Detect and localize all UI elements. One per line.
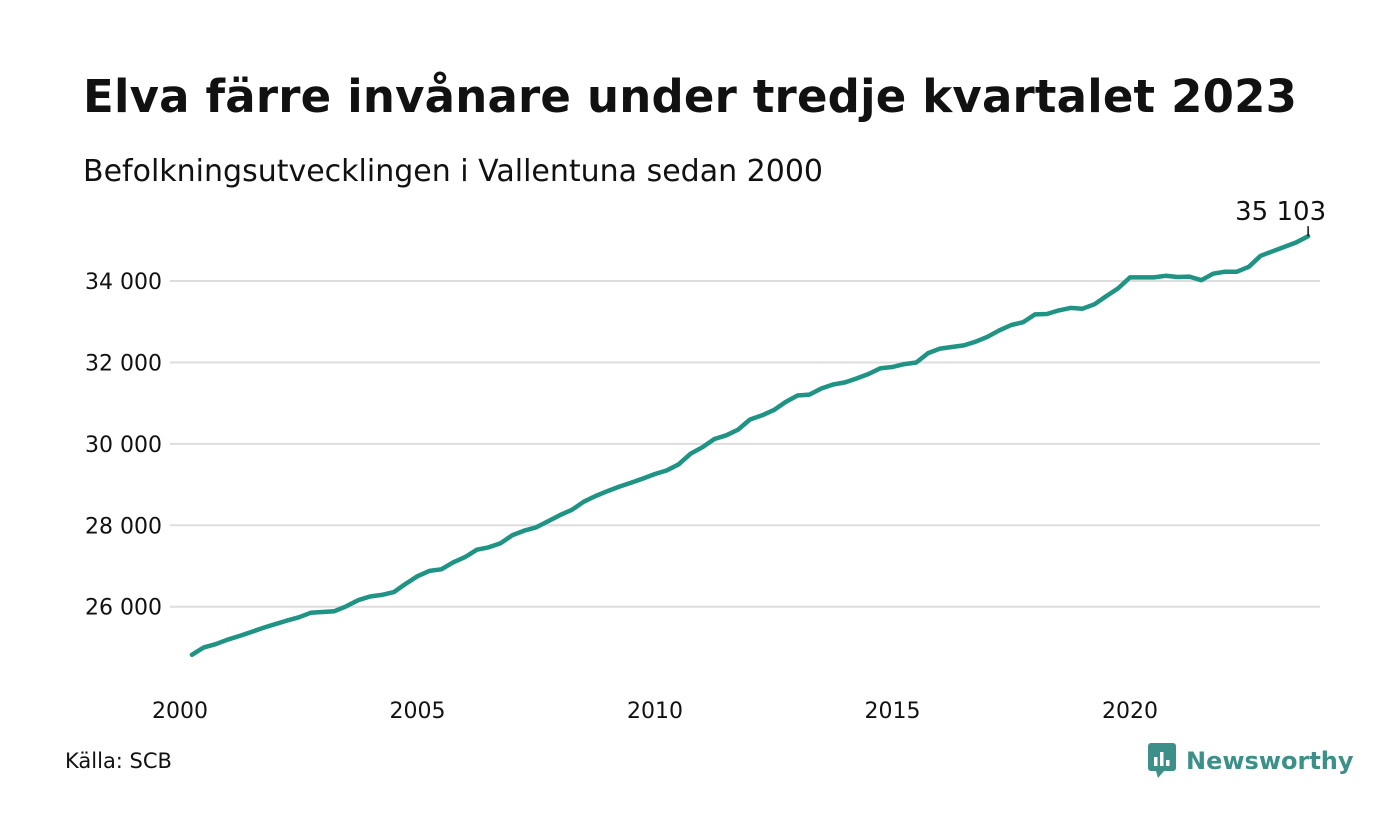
chart-subtitle: Befolkningsutvecklingen i Vallentuna sed… — [83, 154, 823, 189]
y-tick-label: 32 000 — [85, 351, 162, 376]
end-value-label: 35 103 — [1235, 197, 1326, 227]
x-tick-label: 2020 — [1102, 699, 1158, 724]
chart-title: Elva färre invånare under tredje kvartal… — [83, 70, 1298, 123]
y-tick-label: 30 000 — [85, 433, 162, 458]
y-axis-tick-labels: 26 000 28 000 30 000 32 000 34 000 — [85, 270, 162, 621]
x-tick-label: 2000 — [152, 699, 208, 724]
newsworthy-logo-icon — [1148, 743, 1176, 778]
x-axis-tick-labels: 2000 2005 2010 2015 2020 — [152, 699, 1158, 724]
brand-name: Newsworthy — [1186, 747, 1354, 775]
newsworthy-brand: Newsworthy — [1148, 743, 1354, 779]
x-tick-label: 2015 — [865, 699, 921, 724]
y-tick-label: 28 000 — [85, 514, 162, 539]
source-note: Källa: SCB — [65, 749, 172, 773]
y-tick-label: 34 000 — [85, 270, 162, 295]
gridlines — [170, 280, 1320, 608]
x-tick-label: 2010 — [627, 699, 683, 724]
x-tick-label: 2005 — [390, 699, 446, 724]
population-line — [189, 233, 1311, 658]
y-tick-label: 26 000 — [85, 596, 162, 621]
